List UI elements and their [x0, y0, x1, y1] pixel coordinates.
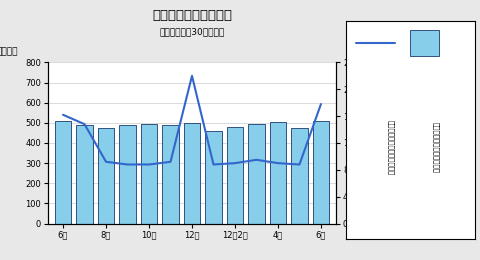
Bar — [291, 128, 308, 224]
Bar — [249, 124, 264, 224]
Text: （事業所規模30人以上）: （事業所規模30人以上） — [159, 27, 225, 36]
Bar — [55, 121, 71, 224]
Bar — [313, 121, 329, 224]
Bar — [76, 125, 93, 224]
Bar — [270, 122, 286, 224]
Bar — [120, 125, 135, 224]
Bar — [98, 128, 114, 224]
Bar — [205, 131, 222, 224]
Bar — [227, 127, 243, 224]
Text: （千円）: （千円） — [0, 47, 18, 56]
Bar — [162, 125, 179, 224]
Bar — [141, 125, 157, 224]
Text: （時間）: （時間） — [366, 47, 388, 56]
Text: 賃金と労働時間の推移: 賃金と労働時間の推移 — [152, 9, 232, 22]
FancyBboxPatch shape — [410, 30, 439, 56]
Bar — [184, 124, 200, 224]
Text: 現金給与総額（前年比較）: 現金給与総額（前年比較） — [433, 122, 440, 173]
Text: 総実労働時間（一人当たり）: 総実労働時間（一人当たり） — [388, 120, 394, 175]
